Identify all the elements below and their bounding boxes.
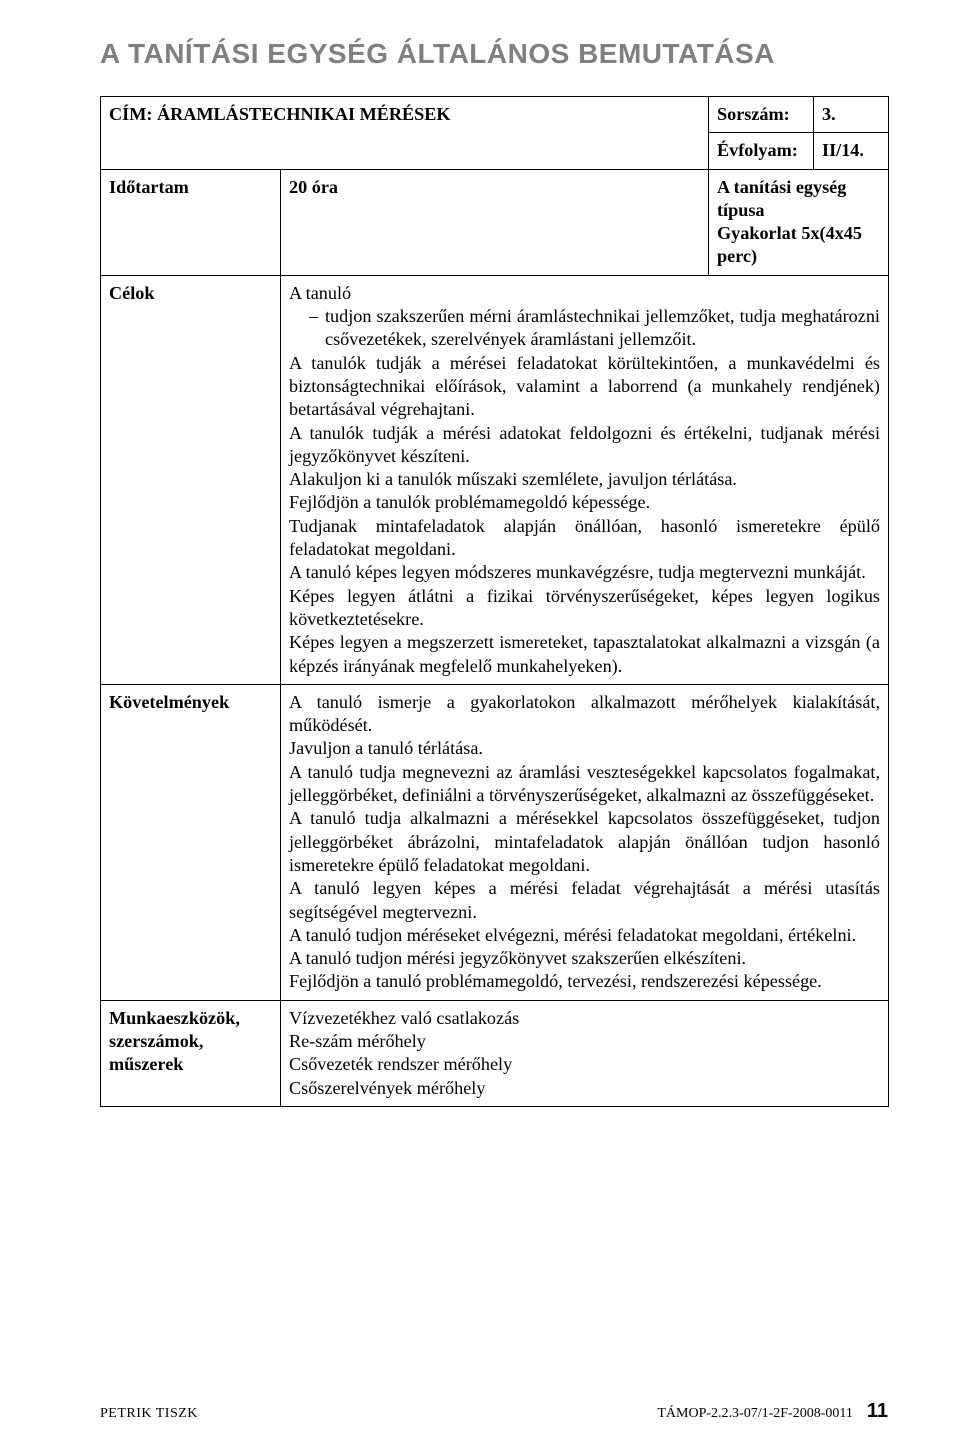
evfolyam-value: II/14. [814, 133, 889, 169]
munka-p: Vízvezetékhez való csatlakozás [289, 1007, 880, 1030]
table-row: Célok A tanuló tudjon szakszerűen mérni … [101, 275, 889, 684]
tipus-line1: A tanítási egység típusa [717, 176, 880, 223]
celok-p: Alakuljon ki a tanulók műszaki szemlélet… [289, 468, 880, 491]
celok-p: Fejlődjön a tanulók problémamegoldó képe… [289, 491, 880, 514]
footer-right-wrap: TÁMOP-2.2.3-07/1-2F-2008-0011 11 [657, 1400, 888, 1423]
kov-p: A tanuló tudja alkalmazni a mérésekkel k… [289, 807, 880, 877]
munka-p: Re-szám mérőhely [289, 1030, 880, 1053]
kov-p: A tanuló ismerje a gyakorlatokon alkalma… [289, 691, 880, 738]
evfolyam-label: Évfolyam: [709, 133, 814, 169]
munkaeszkozok-content: Vízvezetékhez való csatlakozás Re-szám m… [281, 1000, 889, 1106]
footer-pageno: 11 [867, 1400, 888, 1422]
page-footer: PETRIK TISZK TÁMOP-2.2.3-07/1-2F-2008-00… [100, 1400, 888, 1423]
table-row: Munkaeszközök, szerszámok, műszerek Vízv… [101, 1000, 889, 1106]
celok-p: A tanulók tudják a mérései feladatokat k… [289, 352, 880, 422]
munka-l1: Munkaeszközök, [109, 1007, 272, 1030]
celok-label: Célok [101, 275, 281, 684]
celok-p: A tanulók tudják a mérési adatokat feldo… [289, 422, 880, 469]
kovetelmenyek-content: A tanuló ismerje a gyakorlatokon alkalma… [281, 684, 889, 1000]
celok-tanulo: A tanuló [289, 282, 880, 305]
footer-left: PETRIK TISZK [100, 1406, 198, 1422]
table-row: Követelmények A tanuló ismerje a gyakorl… [101, 684, 889, 1000]
unit-table: CÍM: ÁRAMLÁSTECHNIKAI MÉRÉSEK Sorszám: 3… [100, 96, 889, 1107]
footer-code: TÁMOP-2.2.3-07/1-2F-2008-0011 [657, 1406, 852, 1421]
tipus-line2: Gyakorlat 5x(4x45 perc) [717, 222, 880, 269]
celok-content: A tanuló tudjon szakszerűen mérni áramlá… [281, 275, 889, 684]
page: A tanítási egység általános bemutatása C… [0, 0, 960, 1453]
sorszam-label: Sorszám: [709, 97, 814, 133]
tipus-cell: A tanítási egység típusa Gyakorlat 5x(4x… [709, 169, 889, 275]
celok-p: A tanuló képes legyen módszeres munkavég… [289, 561, 880, 584]
cim-label: CÍM: [109, 104, 152, 124]
sorszam-value: 3. [814, 97, 889, 133]
celok-p: Képes legyen a megszerzett ismereteket, … [289, 631, 880, 678]
idotartam-value: 20 óra [281, 169, 709, 275]
table-row: Időtartam 20 óra A tanítási egység típus… [101, 169, 889, 275]
kovetelmenyek-label: Követelmények [101, 684, 281, 1000]
list-item: tudjon szakszerűen mérni áramlástechnika… [309, 305, 880, 352]
kov-p: Fejlődjön a tanuló problémamegoldó, terv… [289, 970, 880, 993]
table-row: CÍM: ÁRAMLÁSTECHNIKAI MÉRÉSEK Sorszám: 3… [101, 97, 889, 133]
kov-p: A tanuló tudjon méréseket elvégezni, mér… [289, 924, 880, 947]
kov-p: A tanuló legyen képes a mérési feladat v… [289, 877, 880, 924]
idotartam-label: Időtartam [101, 169, 281, 275]
celok-list: tudjon szakszerűen mérni áramlástechnika… [289, 305, 880, 352]
celok-p: Képes legyen átlátni a fizikai törvénysz… [289, 585, 880, 632]
celok-p: Tudjanak mintafeladatok alapján önállóan… [289, 515, 880, 562]
munka-l2: szerszámok, műszerek [109, 1030, 272, 1077]
kov-p: A tanuló tudjon mérési jegyzőkönyvet sza… [289, 947, 880, 970]
kov-p: A tanuló tudja megnevezni az áramlási ve… [289, 761, 880, 808]
munkaeszkozok-label: Munkaeszközök, szerszámok, műszerek [101, 1000, 281, 1106]
cim-value: ÁRAMLÁSTECHNIKAI MÉRÉSEK [157, 104, 451, 124]
page-title: A tanítási egység általános bemutatása [100, 38, 888, 70]
kov-p: Javuljon a tanuló térlátása. [289, 737, 880, 760]
cim-cell: CÍM: ÁRAMLÁSTECHNIKAI MÉRÉSEK [101, 97, 709, 170]
munka-p: Csőszerelvények mérőhely [289, 1077, 880, 1100]
munka-p: Csővezeték rendszer mérőhely [289, 1053, 880, 1076]
